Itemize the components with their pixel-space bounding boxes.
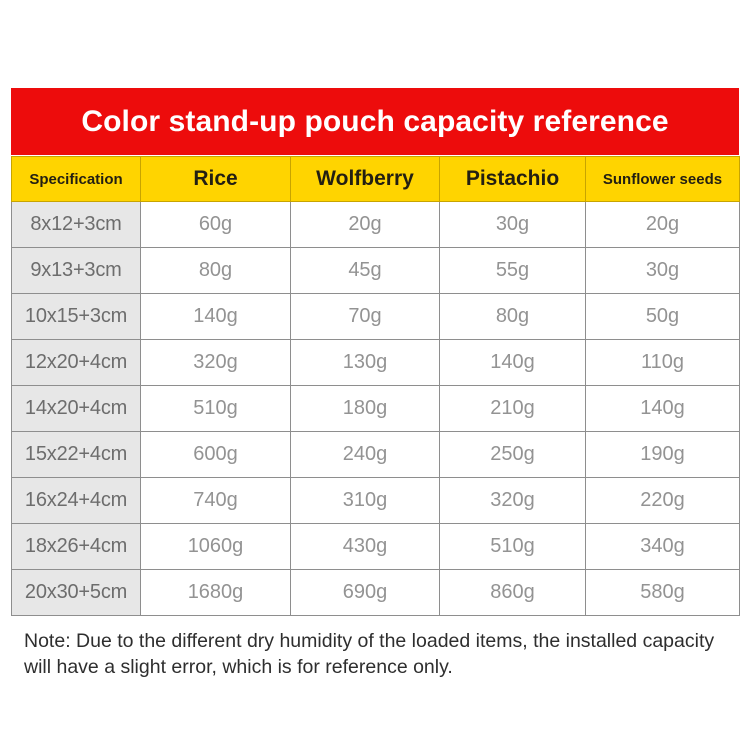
cell-sunflower: 580g <box>585 569 740 616</box>
cell-rice: 1680g <box>140 569 291 616</box>
cell-rice: 600g <box>140 431 291 478</box>
cell-wolfberry: 45g <box>290 247 440 294</box>
column-header-pistachio: Pistachio <box>439 156 586 202</box>
table-row: 8x12+3cm 60g 20g 30g 20g <box>11 201 740 248</box>
table-row: 10x15+3cm 140g 70g 80g 50g <box>11 293 740 340</box>
table-row: 9x13+3cm 80g 45g 55g 30g <box>11 247 740 294</box>
table-body: 8x12+3cm 60g 20g 30g 20g 9x13+3cm 80g 45… <box>11 201 740 616</box>
cell-specification: 12x20+4cm <box>11 339 141 386</box>
cell-rice: 510g <box>140 385 291 432</box>
cell-specification: 8x12+3cm <box>11 201 141 248</box>
cell-specification: 9x13+3cm <box>11 247 141 294</box>
title-banner: Color stand-up pouch capacity reference <box>11 88 739 155</box>
cell-rice: 1060g <box>140 523 291 570</box>
cell-sunflower: 190g <box>585 431 740 478</box>
table-row: 20x30+5cm 1680g 690g 860g 580g <box>11 569 740 616</box>
cell-pistachio: 55g <box>439 247 586 294</box>
cell-pistachio: 140g <box>439 339 586 386</box>
cell-pistachio: 30g <box>439 201 586 248</box>
column-header-specification: Specification <box>11 156 141 202</box>
cell-sunflower: 340g <box>585 523 740 570</box>
cell-pistachio: 510g <box>439 523 586 570</box>
cell-wolfberry: 430g <box>290 523 440 570</box>
cell-rice: 60g <box>140 201 291 248</box>
cell-sunflower: 50g <box>585 293 740 340</box>
capacity-table: Specification Rice Wolfberry Pistachio S… <box>11 156 740 616</box>
table-row: 18x26+4cm 1060g 430g 510g 340g <box>11 523 740 570</box>
cell-sunflower: 110g <box>585 339 740 386</box>
page-title: Color stand-up pouch capacity reference <box>81 104 669 138</box>
table-header: Specification Rice Wolfberry Pistachio S… <box>11 156 740 202</box>
cell-specification: 14x20+4cm <box>11 385 141 432</box>
table-row: 14x20+4cm 510g 180g 210g 140g <box>11 385 740 432</box>
cell-wolfberry: 20g <box>290 201 440 248</box>
cell-specification: 18x26+4cm <box>11 523 141 570</box>
cell-rice: 740g <box>140 477 291 524</box>
cell-wolfberry: 310g <box>290 477 440 524</box>
column-header-rice: Rice <box>140 156 291 202</box>
cell-wolfberry: 240g <box>290 431 440 478</box>
cell-pistachio: 210g <box>439 385 586 432</box>
table-row: 15x22+4cm 600g 240g 250g 190g <box>11 431 740 478</box>
cell-specification: 10x15+3cm <box>11 293 141 340</box>
cell-rice: 140g <box>140 293 291 340</box>
cell-pistachio: 860g <box>439 569 586 616</box>
table-header-row: Specification Rice Wolfberry Pistachio S… <box>11 156 740 202</box>
column-header-sunflower-seeds: Sunflower seeds <box>585 156 740 202</box>
cell-wolfberry: 690g <box>290 569 440 616</box>
table-row: 12x20+4cm 320g 130g 140g 110g <box>11 339 740 386</box>
cell-sunflower: 30g <box>585 247 740 294</box>
cell-pistachio: 320g <box>439 477 586 524</box>
cell-specification: 16x24+4cm <box>11 477 141 524</box>
cell-rice: 80g <box>140 247 291 294</box>
cell-rice: 320g <box>140 339 291 386</box>
cell-specification: 20x30+5cm <box>11 569 141 616</box>
cell-pistachio: 250g <box>439 431 586 478</box>
column-header-wolfberry: Wolfberry <box>290 156 440 202</box>
cell-sunflower: 220g <box>585 477 740 524</box>
table-row: 16x24+4cm 740g 310g 320g 220g <box>11 477 740 524</box>
cell-sunflower: 20g <box>585 201 740 248</box>
cell-sunflower: 140g <box>585 385 740 432</box>
cell-specification: 15x22+4cm <box>11 431 141 478</box>
cell-pistachio: 80g <box>439 293 586 340</box>
cell-wolfberry: 180g <box>290 385 440 432</box>
cell-wolfberry: 130g <box>290 339 440 386</box>
note-text: Note: Due to the different dry humidity … <box>24 630 715 678</box>
cell-wolfberry: 70g <box>290 293 440 340</box>
